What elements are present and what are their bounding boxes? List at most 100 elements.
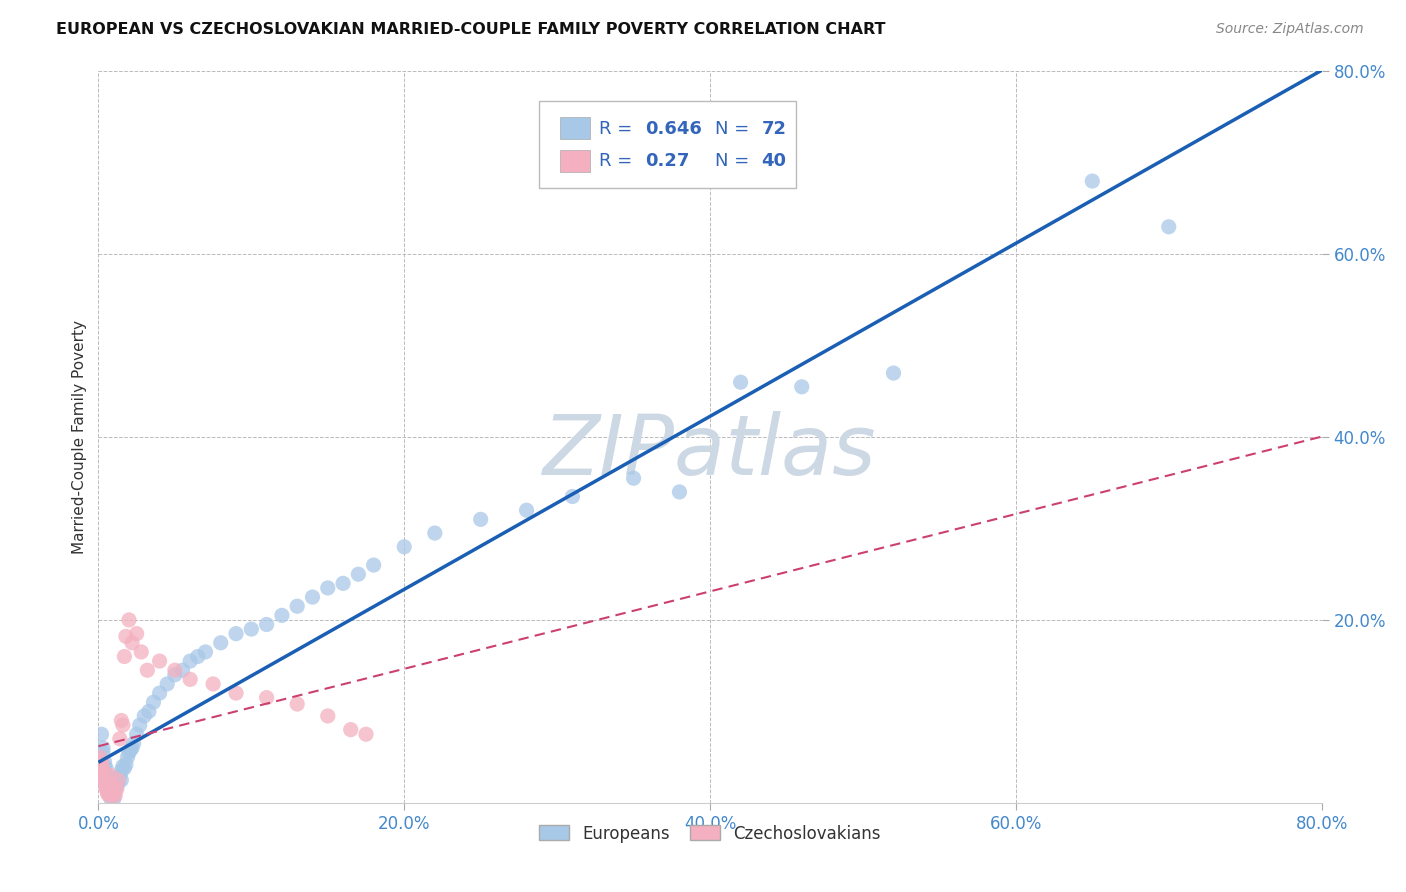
Text: EUROPEAN VS CZECHOSLOVAKIAN MARRIED-COUPLE FAMILY POVERTY CORRELATION CHART: EUROPEAN VS CZECHOSLOVAKIAN MARRIED-COUP…	[56, 22, 886, 37]
Point	[110, 764, 132, 778]
Point	[128, 718, 150, 732]
Point	[91, 764, 114, 778]
Point	[122, 736, 145, 750]
Point	[883, 366, 905, 380]
Point	[108, 731, 131, 746]
Point	[301, 590, 323, 604]
Point	[104, 782, 127, 797]
Point	[111, 718, 134, 732]
Point	[100, 789, 122, 803]
Point	[142, 695, 165, 709]
Point	[91, 768, 114, 782]
Text: 72: 72	[762, 120, 786, 138]
Point	[225, 626, 247, 640]
Point	[101, 789, 124, 803]
Point	[179, 673, 201, 687]
Point	[107, 772, 129, 787]
FancyBboxPatch shape	[560, 118, 591, 139]
Point	[149, 686, 172, 700]
Point	[332, 576, 354, 591]
Point	[105, 780, 128, 794]
Point	[209, 636, 232, 650]
Point	[668, 485, 690, 500]
Point	[392, 540, 416, 554]
Point	[470, 512, 492, 526]
Point	[561, 490, 583, 504]
Text: ZIPatlas: ZIPatlas	[543, 411, 877, 492]
Point	[91, 746, 114, 760]
Point	[354, 727, 377, 741]
Point	[118, 746, 141, 760]
Point	[103, 789, 125, 804]
Point	[100, 787, 122, 801]
Point	[110, 772, 132, 787]
Point	[93, 755, 115, 769]
Text: R =: R =	[599, 120, 638, 138]
Point	[103, 787, 125, 801]
Point	[98, 785, 121, 799]
Point	[270, 608, 292, 623]
Point	[156, 677, 179, 691]
Point	[117, 750, 139, 764]
Point	[136, 663, 159, 677]
Point	[187, 649, 209, 664]
Point	[104, 778, 127, 792]
Point	[100, 768, 122, 782]
Point	[516, 503, 538, 517]
Point	[89, 750, 111, 764]
Point	[149, 654, 172, 668]
Point	[163, 663, 186, 677]
Point	[100, 778, 122, 792]
Point	[90, 755, 112, 769]
Text: 40: 40	[762, 153, 786, 170]
Point	[202, 677, 225, 691]
Point	[285, 697, 308, 711]
Point	[1081, 174, 1104, 188]
Point	[730, 375, 752, 389]
Point	[256, 690, 278, 705]
Point	[790, 380, 813, 394]
FancyBboxPatch shape	[538, 101, 796, 188]
Point	[339, 723, 361, 737]
Point	[363, 558, 385, 573]
Point	[98, 789, 121, 803]
Point	[120, 743, 142, 757]
Point	[623, 471, 645, 485]
Point	[98, 782, 121, 797]
Point	[103, 787, 125, 801]
Point	[1157, 219, 1180, 234]
Point	[121, 636, 143, 650]
Point	[107, 770, 129, 784]
Point	[138, 705, 160, 719]
Point	[240, 622, 263, 636]
Point	[90, 727, 112, 741]
Point	[194, 645, 217, 659]
Point	[98, 785, 121, 799]
Text: R =: R =	[599, 153, 638, 170]
Point	[285, 599, 308, 614]
Point	[172, 663, 194, 677]
Point	[134, 709, 156, 723]
Point	[125, 626, 148, 640]
Point	[118, 613, 141, 627]
Point	[97, 787, 120, 801]
Point	[97, 770, 120, 784]
FancyBboxPatch shape	[560, 150, 591, 171]
Legend: Europeans, Czechoslovakians: Europeans, Czechoslovakians	[533, 818, 887, 849]
Point	[121, 740, 143, 755]
Point	[111, 759, 134, 773]
Point	[94, 768, 117, 782]
Point	[93, 759, 115, 773]
Point	[105, 772, 128, 787]
Point	[316, 581, 339, 595]
Point	[98, 780, 121, 794]
Point	[115, 757, 138, 772]
Point	[93, 772, 115, 787]
Text: N =: N =	[714, 153, 755, 170]
Text: Source: ZipAtlas.com: Source: ZipAtlas.com	[1216, 22, 1364, 37]
Point	[316, 709, 339, 723]
Text: 0.646: 0.646	[645, 120, 702, 138]
Point	[110, 714, 132, 728]
Text: N =: N =	[714, 120, 755, 138]
Point	[129, 645, 152, 659]
